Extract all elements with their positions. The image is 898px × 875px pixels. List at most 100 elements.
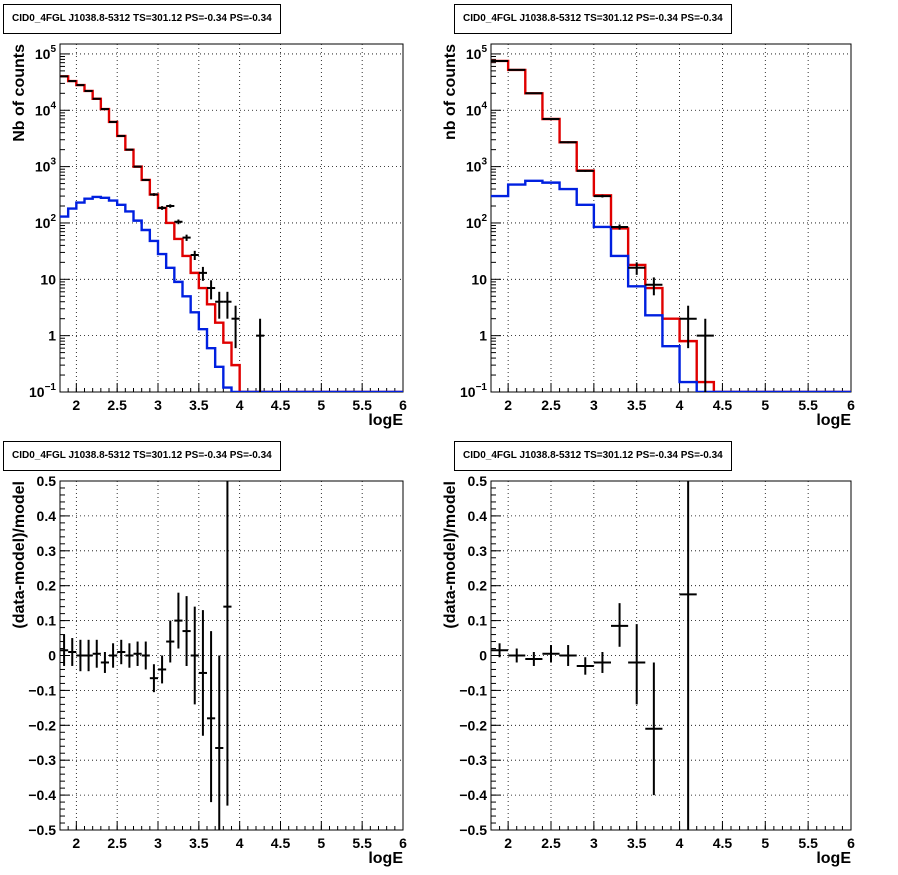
- y-tick-label: −0.3: [459, 752, 487, 768]
- counts-chart-left: 2 2.5 3 3.5 4 4.5 5 5.5 6 10−1 1 10 102 103 104 105 logE…: [11, 43, 407, 429]
- data-point: [141, 178, 150, 181]
- data-point: [125, 643, 134, 668]
- x-tick-label: 3: [154, 397, 162, 413]
- x-tick-label: 5.5: [798, 835, 818, 851]
- data-point: [133, 641, 142, 666]
- data-point: [84, 639, 93, 672]
- data-point: [109, 120, 118, 123]
- data-point: [141, 641, 150, 670]
- x-axis-label: logE: [368, 850, 403, 867]
- data-point: [117, 639, 126, 665]
- x-tick-label: 5.5: [798, 397, 818, 413]
- y-tick-label: 0.5: [37, 473, 57, 489]
- data-point: [174, 219, 183, 225]
- x-tick-label: 6: [847, 397, 855, 413]
- data-point: [92, 639, 101, 668]
- plot-frame: [59, 43, 404, 393]
- data-point: [92, 97, 101, 100]
- y-tick-label: 103: [35, 157, 57, 175]
- x-tick-label: 5.5: [352, 835, 372, 851]
- y-tick-label: 104: [466, 100, 488, 118]
- y-axis-label: (data-model)/model: [11, 481, 28, 629]
- panel-title: CID0_4FGL J1038.8-5312 TS=301.12 PS=-0.3…: [454, 441, 732, 471]
- y-tick-label: −0.5: [459, 822, 487, 838]
- model-total-histogram: [491, 59, 851, 392]
- data-point: [223, 481, 232, 806]
- y-tick-label: 102: [466, 213, 488, 231]
- data-point: [215, 291, 224, 319]
- data-point: [215, 655, 224, 830]
- x-axis-label: logE: [816, 850, 851, 867]
- x-tick-label: 2.5: [541, 397, 561, 413]
- y-tick-label: 0: [48, 648, 56, 664]
- data-point: [508, 648, 526, 663]
- data-point: [117, 134, 126, 137]
- y-tick-label: −0.2: [28, 717, 56, 733]
- data-point: [166, 204, 175, 208]
- plot-frame: [490, 43, 852, 393]
- x-tick-label: 4.5: [271, 397, 291, 413]
- residual-chart-right: 2 2.5 3 3.5 4 4.5 5 5.5 6 −0.5 −0.4 −0.3 −0.2 −0.1 0 0.…: [442, 473, 855, 867]
- data-point: [190, 250, 199, 261]
- x-tick-label: 2: [504, 397, 512, 413]
- data-point: [100, 652, 109, 673]
- data-point: [559, 645, 577, 666]
- x-tick-label: 2.5: [541, 835, 561, 851]
- y-tick-label: 10−1: [29, 382, 56, 400]
- y-tick-label: 0.3: [37, 543, 57, 559]
- data-point: [223, 291, 232, 319]
- x-tick-label: 6: [399, 835, 407, 851]
- data-point: [68, 638, 77, 666]
- data-point: [593, 652, 611, 673]
- y-tick-label: 10−1: [460, 382, 487, 400]
- data-point: [149, 193, 158, 196]
- x-axis-label: logE: [816, 412, 851, 429]
- data-point: [76, 84, 85, 87]
- chart-panel-bottom-left: 2 2.5 3 3.5 4 4.5 5 5.5 6 −0.5 −0.4 −0.3 −0.2 −0.1 0 0.…: [0, 438, 449, 875]
- data-point: [542, 117, 560, 120]
- data-point: [593, 194, 611, 198]
- y-tick-label: 1: [48, 328, 56, 344]
- x-tick-label: 5: [317, 397, 325, 413]
- y-tick-label: 104: [35, 100, 57, 118]
- residual-chart-left: 2 2.5 3 3.5 4 4.5 5 5.5 6 −0.5 −0.4 −0.3 −0.2 −0.1 0 0.…: [11, 473, 407, 867]
- data-point: [525, 92, 543, 95]
- x-tick-label: 4: [676, 835, 684, 851]
- data-point: [182, 596, 191, 666]
- y-tick-label: 0.1: [37, 613, 57, 629]
- data-point: [174, 592, 183, 649]
- x-tick-label: 6: [847, 835, 855, 851]
- y-axis-label: Nb of counts: [11, 44, 28, 142]
- data-point: [491, 643, 509, 658]
- panel-title: CID0_4FGL J1038.8-5312 TS=301.12 PS=-0.3…: [3, 441, 281, 471]
- y-tick-label: 102: [35, 213, 57, 231]
- data-point: [198, 610, 207, 736]
- x-tick-label: 3: [590, 835, 598, 851]
- y-tick-label: −0.3: [28, 752, 56, 768]
- x-tick-label: 2.5: [107, 835, 127, 851]
- data-point: [231, 305, 240, 349]
- data-point: [611, 603, 629, 647]
- x-tick-label: 3: [590, 397, 598, 413]
- y-tick-label: −0.5: [28, 822, 56, 838]
- x-tick-label: 5: [317, 835, 325, 851]
- x-tick-label: 3.5: [189, 397, 209, 413]
- data-point: [628, 624, 646, 705]
- x-tick-label: 4: [236, 835, 244, 851]
- y-tick-label: 103: [466, 157, 488, 175]
- chart-panel-top-left: 2 2.5 3 3.5 4 4.5 5 5.5 6 10−1 1 10 102 103 104 105 logE…: [0, 0, 449, 437]
- data-point: [158, 655, 167, 684]
- x-tick-label: 5: [761, 397, 769, 413]
- x-axis-label: logE: [368, 412, 403, 429]
- data-point: [679, 305, 697, 349]
- y-axis-label: (data-model)/model: [442, 481, 459, 629]
- x-tick-label: 2: [72, 835, 80, 851]
- y-tick-label: 0.5: [468, 473, 488, 489]
- y-tick-label: 0.2: [468, 578, 488, 594]
- model-source-histogram: [60, 195, 403, 392]
- y-tick-label: 1: [479, 328, 487, 344]
- x-tick-label: 2: [72, 397, 80, 413]
- data-point: [645, 277, 663, 296]
- x-tick-label: 4.5: [271, 835, 291, 851]
- panel-title: CID0_4FGL J1038.8-5312 TS=301.12 PS=-0.3…: [3, 4, 281, 34]
